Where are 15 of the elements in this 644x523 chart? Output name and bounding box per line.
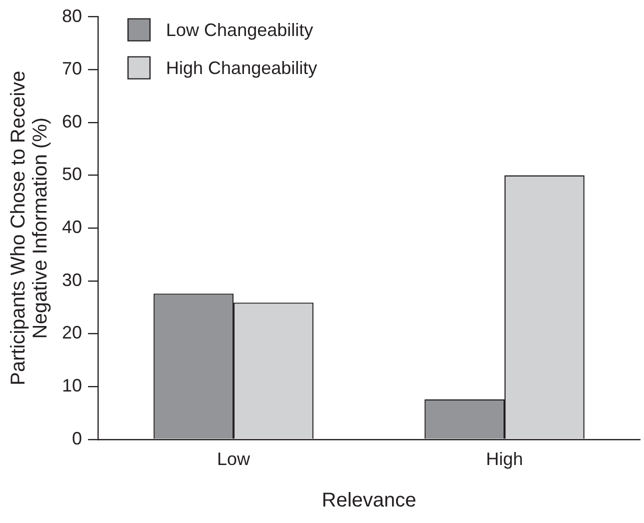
x-tick-label: Low [217,449,252,470]
y-tick-label: 20 [62,322,82,343]
y-tick-label: 50 [62,164,82,184]
y-tick-label: 10 [62,376,82,396]
x-tick-label: High [486,449,524,470]
y-tick-label: 40 [62,217,82,238]
y-tick-label: 0 [72,428,82,448]
legend-label: Low Changeability [166,20,314,40]
legend-label: High Changeability [166,58,318,78]
y-tick-label: 80 [62,6,82,26]
y-tick-label: 70 [62,58,82,79]
x-axis-title: Relevance [322,490,416,512]
y-axis-title: Participants Who Chose to Receive Negative Information (%) [8,70,52,386]
y-tick-label: 60 [62,111,82,132]
y-tick-label: 30 [62,270,82,290]
